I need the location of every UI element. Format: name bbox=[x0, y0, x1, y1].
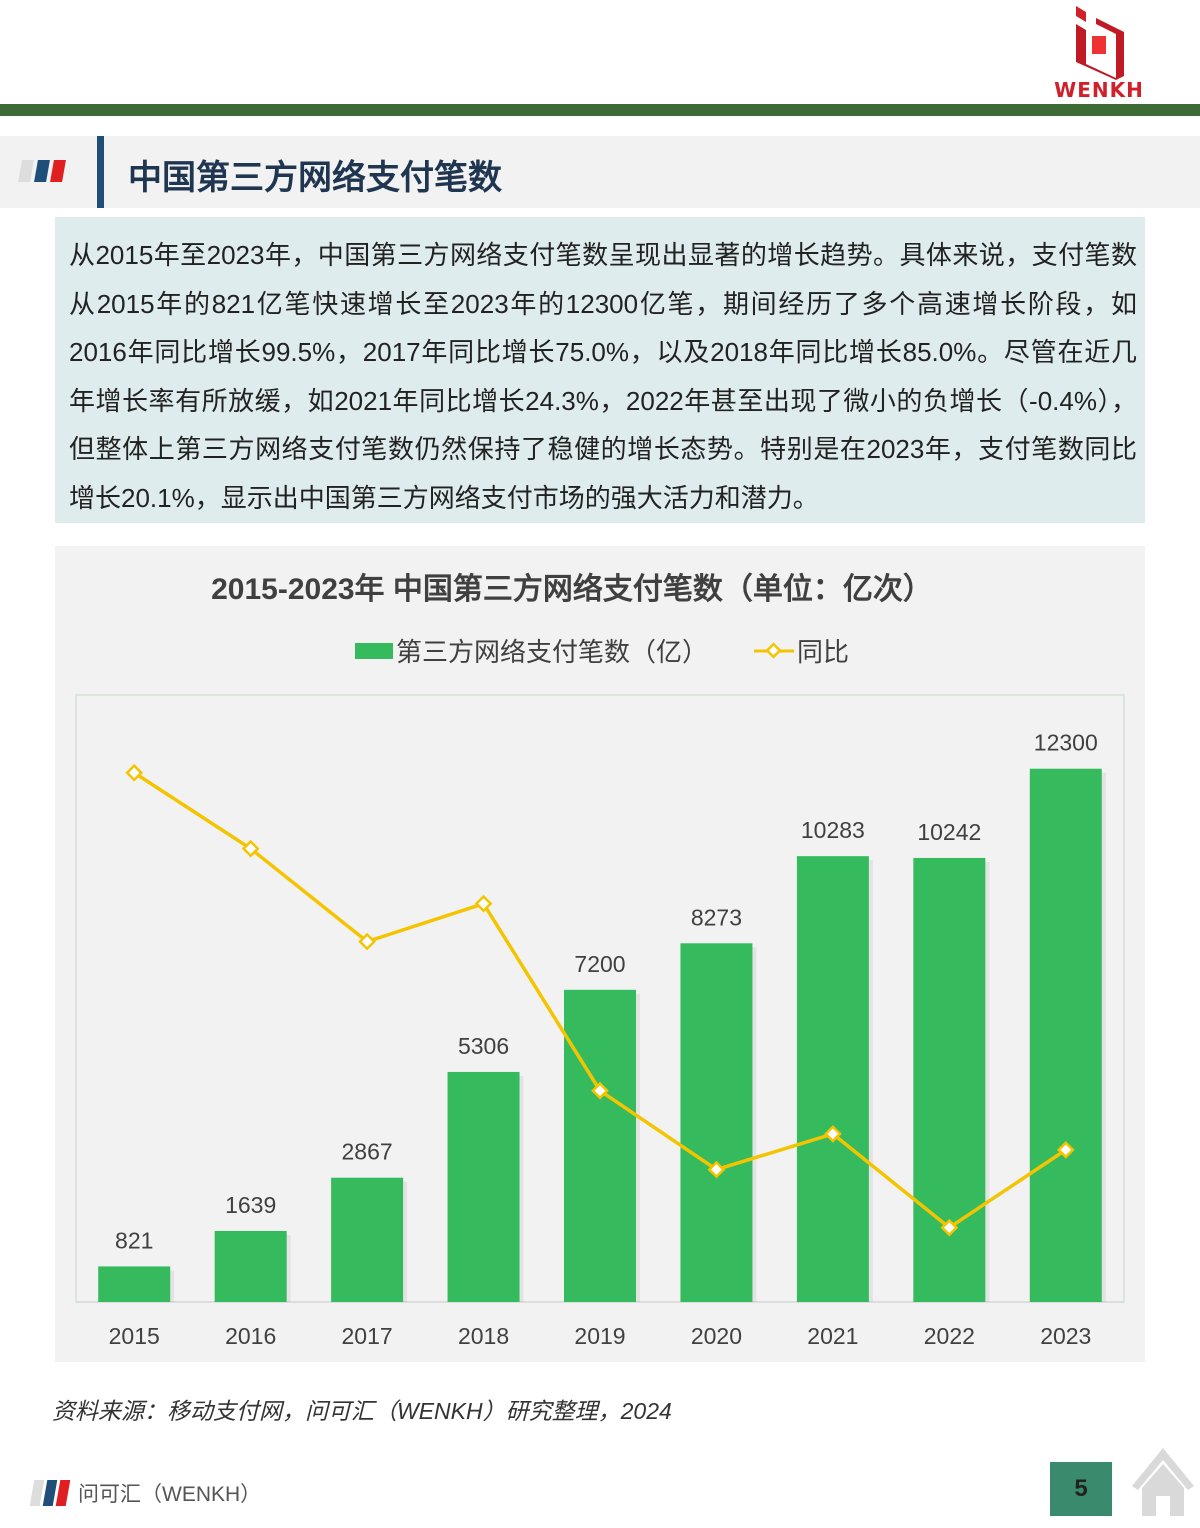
x-tick-label: 2017 bbox=[342, 1323, 393, 1349]
yoy-point-2023 bbox=[1056, 1141, 1075, 1159]
page-title: 中国第三方网络支付笔数 bbox=[128, 159, 502, 197]
bar-value-label: 10283 bbox=[801, 817, 865, 843]
divider bbox=[97, 136, 104, 208]
bar-value-label: 1639 bbox=[225, 1192, 276, 1218]
logo-text: WENKH bbox=[1054, 78, 1144, 102]
legend-label-line: 同比 bbox=[797, 637, 849, 667]
bar-2021 bbox=[796, 856, 869, 1302]
legend: 第三方网络支付笔数（亿） 同比 bbox=[355, 637, 849, 667]
legend-marker bbox=[765, 642, 782, 659]
x-tick-label: 2015 bbox=[109, 1323, 160, 1349]
top-bar bbox=[0, 104, 1200, 116]
x-tick-label: 2016 bbox=[225, 1323, 276, 1349]
bar-value-label: 10242 bbox=[917, 819, 981, 845]
yoy-point-2017 bbox=[358, 932, 376, 951]
yoy-point-2019 bbox=[591, 1081, 609, 1100]
bar-2016 bbox=[214, 1230, 287, 1302]
x-tick-label: 2019 bbox=[574, 1323, 625, 1349]
x-tick-label: 2020 bbox=[691, 1323, 742, 1349]
yoy-point-2018 bbox=[474, 894, 493, 913]
bar-value-label: 8273 bbox=[691, 904, 742, 930]
bar-value-label: 5306 bbox=[458, 1033, 509, 1059]
source-note: 资料来源：移动支付网，问可汇（WENKH）研究整理，2024 bbox=[52, 1398, 672, 1424]
home-icon[interactable] bbox=[1132, 1446, 1194, 1518]
bar-2015 bbox=[98, 1266, 171, 1302]
footer: 问可汇（WENKH） bbox=[29, 1478, 262, 1508]
bar-2017 bbox=[331, 1177, 404, 1302]
section-title-bar: 中国第三方网络支付笔数 bbox=[0, 136, 1200, 208]
bar-2020 bbox=[680, 943, 753, 1302]
wenkh-logo: WENKH bbox=[1036, 4, 1166, 102]
bar-2018 bbox=[447, 1071, 520, 1302]
yoy-point-2022 bbox=[940, 1218, 959, 1237]
chart-title: 2015-2023年 中国第三方网络支付笔数（单位：亿次） bbox=[211, 572, 933, 606]
bar-2023 bbox=[1029, 768, 1102, 1302]
yoy-point-2016 bbox=[241, 839, 260, 858]
yoy-point-2015 bbox=[125, 763, 144, 782]
page-number: 5 bbox=[1050, 1462, 1112, 1516]
yoy-point-2021 bbox=[824, 1125, 842, 1143]
summary-text: 从2015年至2023年，中国第三方网络支付笔数呈现出显著的增长趋势。具体来说，… bbox=[55, 217, 1145, 523]
yoy-point-2020 bbox=[707, 1160, 726, 1179]
footer-brand: 问可汇（WENKH） bbox=[78, 1483, 262, 1506]
bar-value-label: 821 bbox=[115, 1227, 153, 1253]
x-tick-label: 2023 bbox=[1040, 1323, 1091, 1349]
bar-2019 bbox=[564, 989, 636, 1302]
stripes-icon bbox=[29, 1480, 71, 1506]
x-tick-label: 2022 bbox=[924, 1323, 975, 1349]
bar-value-label: 12300 bbox=[1034, 730, 1098, 756]
logo-icon bbox=[1076, 6, 1124, 80]
x-tick-label: 2018 bbox=[458, 1323, 509, 1349]
bar-value-label: 7200 bbox=[574, 951, 625, 977]
x-tick-label: 2021 bbox=[807, 1323, 858, 1349]
legend-swatch-bar bbox=[355, 643, 393, 659]
legend-label-bar: 第三方网络支付笔数（亿） bbox=[396, 637, 708, 667]
bar-value-label: 2867 bbox=[342, 1139, 393, 1165]
